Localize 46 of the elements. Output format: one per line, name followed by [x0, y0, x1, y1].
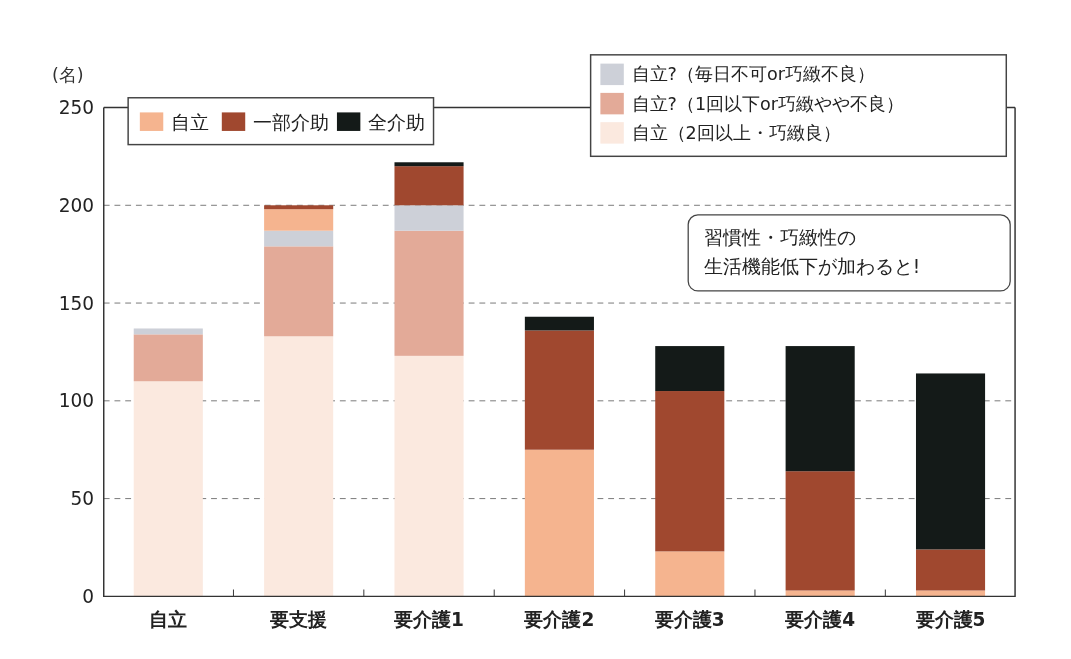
bar	[394, 205, 464, 231]
bar	[915, 373, 986, 550]
bar	[785, 590, 855, 597]
bar	[394, 162, 464, 167]
bar	[655, 551, 725, 597]
bar	[655, 346, 725, 392]
x-tick-label: 要介護5	[914, 608, 986, 630]
bar	[524, 449, 594, 597]
bar	[655, 391, 725, 552]
bar	[524, 316, 594, 331]
y-tick-label: 0	[82, 585, 94, 607]
bar	[915, 590, 986, 597]
bar	[915, 549, 986, 591]
x-tick-label: 要介護4	[784, 608, 856, 630]
bar	[264, 205, 334, 210]
bar	[394, 166, 464, 206]
legend-label: 一部介助	[253, 111, 330, 133]
bar	[133, 334, 203, 382]
y-tick-label: 100	[58, 390, 94, 412]
legend-label: 自立?（毎日不可or巧緻不良）	[631, 64, 875, 85]
bar	[133, 328, 203, 335]
bar	[785, 346, 855, 472]
bar	[264, 209, 334, 231]
bar	[264, 230, 334, 247]
y-axis-title: (名)	[52, 65, 84, 86]
y-tick-label: 150	[58, 292, 94, 314]
x-tick-label: 自立	[149, 608, 188, 630]
legend-label: 自立?（1回以下or巧緻やや不良）	[631, 93, 905, 114]
y-tick-label: 50	[70, 488, 94, 510]
x-tick-label: 要介護1	[393, 608, 464, 630]
y-tick-label: 200	[58, 194, 94, 216]
x-tick-label: 要介護2	[523, 608, 595, 630]
x-tick-label: 要介護3	[653, 608, 725, 630]
bar	[264, 336, 334, 597]
bar	[394, 355, 464, 597]
bar	[524, 330, 594, 450]
legend-label: 自立（2回以上・巧緻良）	[631, 123, 841, 144]
legend-label: 自立	[171, 111, 210, 133]
bar	[264, 246, 334, 337]
bar	[394, 230, 464, 356]
x-tick-label: 要支援	[269, 608, 328, 630]
legend-label: 全介助	[368, 111, 426, 133]
bar	[785, 471, 855, 591]
bar	[133, 381, 203, 597]
y-tick-label: 250	[58, 97, 94, 119]
annotation: 習慣性・巧緻性の生活機能低下が加わると!	[703, 227, 921, 278]
